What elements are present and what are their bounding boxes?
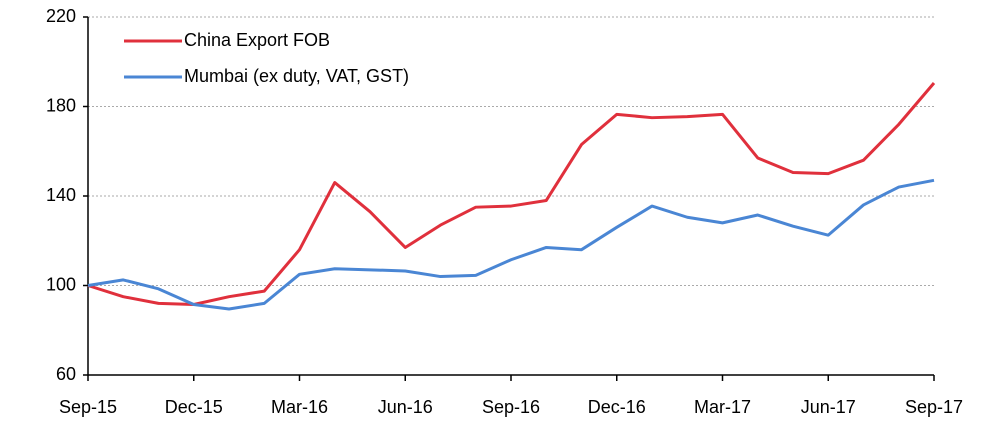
x-tick-label: Dec-16 (588, 397, 646, 417)
x-tick-label: Sep-15 (59, 397, 117, 417)
y-tick-label: 100 (46, 274, 76, 294)
y-tick-label: 60 (56, 364, 76, 384)
y-tick-label: 180 (46, 95, 76, 115)
legend-label: China Export FOB (184, 30, 330, 50)
x-tick-label: Jun-16 (378, 397, 433, 417)
series-line (87, 82, 936, 307)
x-tick-label: Mar-16 (271, 397, 328, 417)
y-tick-label: 140 (46, 185, 76, 205)
x-tick-label: Jun-17 (801, 397, 856, 417)
series-line (87, 178, 935, 311)
y-tick-label: 220 (46, 6, 76, 26)
x-tick-label: Sep-17 (905, 397, 963, 417)
legend-label: Mumbai (ex duty, VAT, GST) (184, 66, 409, 86)
x-tick-label: Sep-16 (482, 397, 540, 417)
x-tick-label: Mar-17 (694, 397, 751, 417)
x-tick-label: Dec-15 (165, 397, 223, 417)
